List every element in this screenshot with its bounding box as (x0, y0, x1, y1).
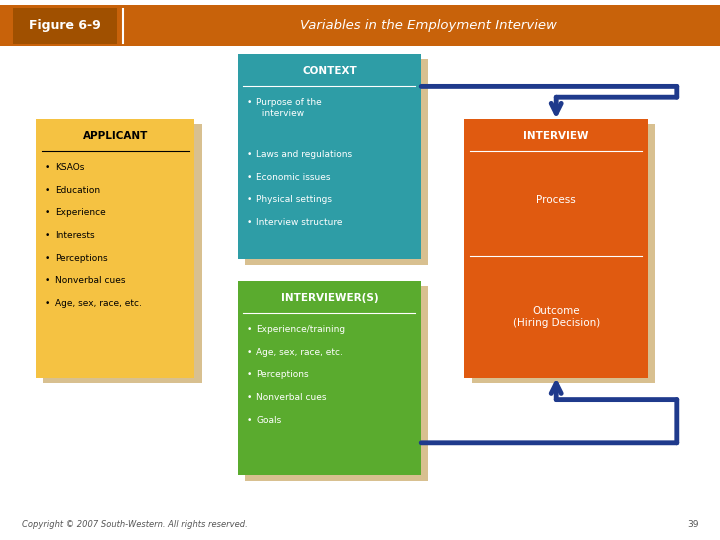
Text: •: • (246, 325, 252, 334)
Text: Economic issues: Economic issues (256, 173, 330, 182)
Text: •: • (45, 208, 50, 218)
Text: Physical settings: Physical settings (256, 195, 333, 205)
Text: Interview structure: Interview structure (256, 218, 343, 227)
Bar (238, 54, 421, 259)
Text: 39: 39 (687, 521, 698, 529)
Text: Perceptions: Perceptions (256, 370, 309, 380)
Text: Goals: Goals (256, 416, 282, 425)
Bar (43, 124, 202, 383)
Text: •: • (45, 254, 50, 263)
Text: •: • (246, 393, 252, 402)
Text: INTERVIEWER(S): INTERVIEWER(S) (281, 293, 378, 303)
Text: Nonverbal cues: Nonverbal cues (55, 276, 125, 286)
Text: Age, sex, race, etc.: Age, sex, race, etc. (256, 348, 343, 357)
Text: Copyright © 2007 South-Western. All rights reserved.: Copyright © 2007 South-Western. All righ… (22, 521, 248, 529)
Text: Experience/training: Experience/training (256, 325, 346, 334)
Text: •: • (246, 370, 252, 380)
Bar (472, 124, 655, 383)
Text: •: • (45, 231, 50, 240)
Text: •: • (246, 173, 252, 182)
Text: Figure 6-9: Figure 6-9 (30, 19, 101, 32)
Text: APPLICANT: APPLICANT (83, 131, 148, 141)
Text: Experience: Experience (55, 208, 105, 218)
Text: CONTEXT: CONTEXT (302, 66, 357, 76)
Text: •: • (246, 218, 252, 227)
Text: •: • (246, 98, 252, 107)
Text: •: • (246, 195, 252, 205)
Text: Variables in the Employment Interview: Variables in the Employment Interview (300, 19, 557, 32)
Bar (464, 119, 648, 378)
Bar (36, 119, 194, 378)
Text: Laws and regulations: Laws and regulations (256, 150, 353, 159)
Text: Age, sex, race, etc.: Age, sex, race, etc. (55, 299, 142, 308)
Bar (13, 8, 117, 44)
Bar (245, 59, 428, 265)
Text: •: • (246, 150, 252, 159)
Text: Process: Process (536, 195, 576, 205)
Text: •: • (45, 186, 50, 195)
Text: Outcome
(Hiring Decision): Outcome (Hiring Decision) (513, 306, 600, 328)
Text: Interests: Interests (55, 231, 94, 240)
Text: •: • (45, 163, 50, 172)
Text: Purpose of the
  interview: Purpose of the interview (256, 98, 322, 118)
Bar (0, 5, 720, 46)
Text: •: • (246, 348, 252, 357)
Text: Perceptions: Perceptions (55, 254, 107, 263)
Text: •: • (45, 276, 50, 286)
Bar (245, 286, 428, 481)
Text: •: • (246, 416, 252, 425)
Text: KSAOs: KSAOs (55, 163, 84, 172)
Text: Nonverbal cues: Nonverbal cues (256, 393, 327, 402)
Bar (238, 281, 421, 475)
Text: •: • (45, 299, 50, 308)
Text: Education: Education (55, 186, 100, 195)
Text: INTERVIEW: INTERVIEW (523, 131, 589, 141)
